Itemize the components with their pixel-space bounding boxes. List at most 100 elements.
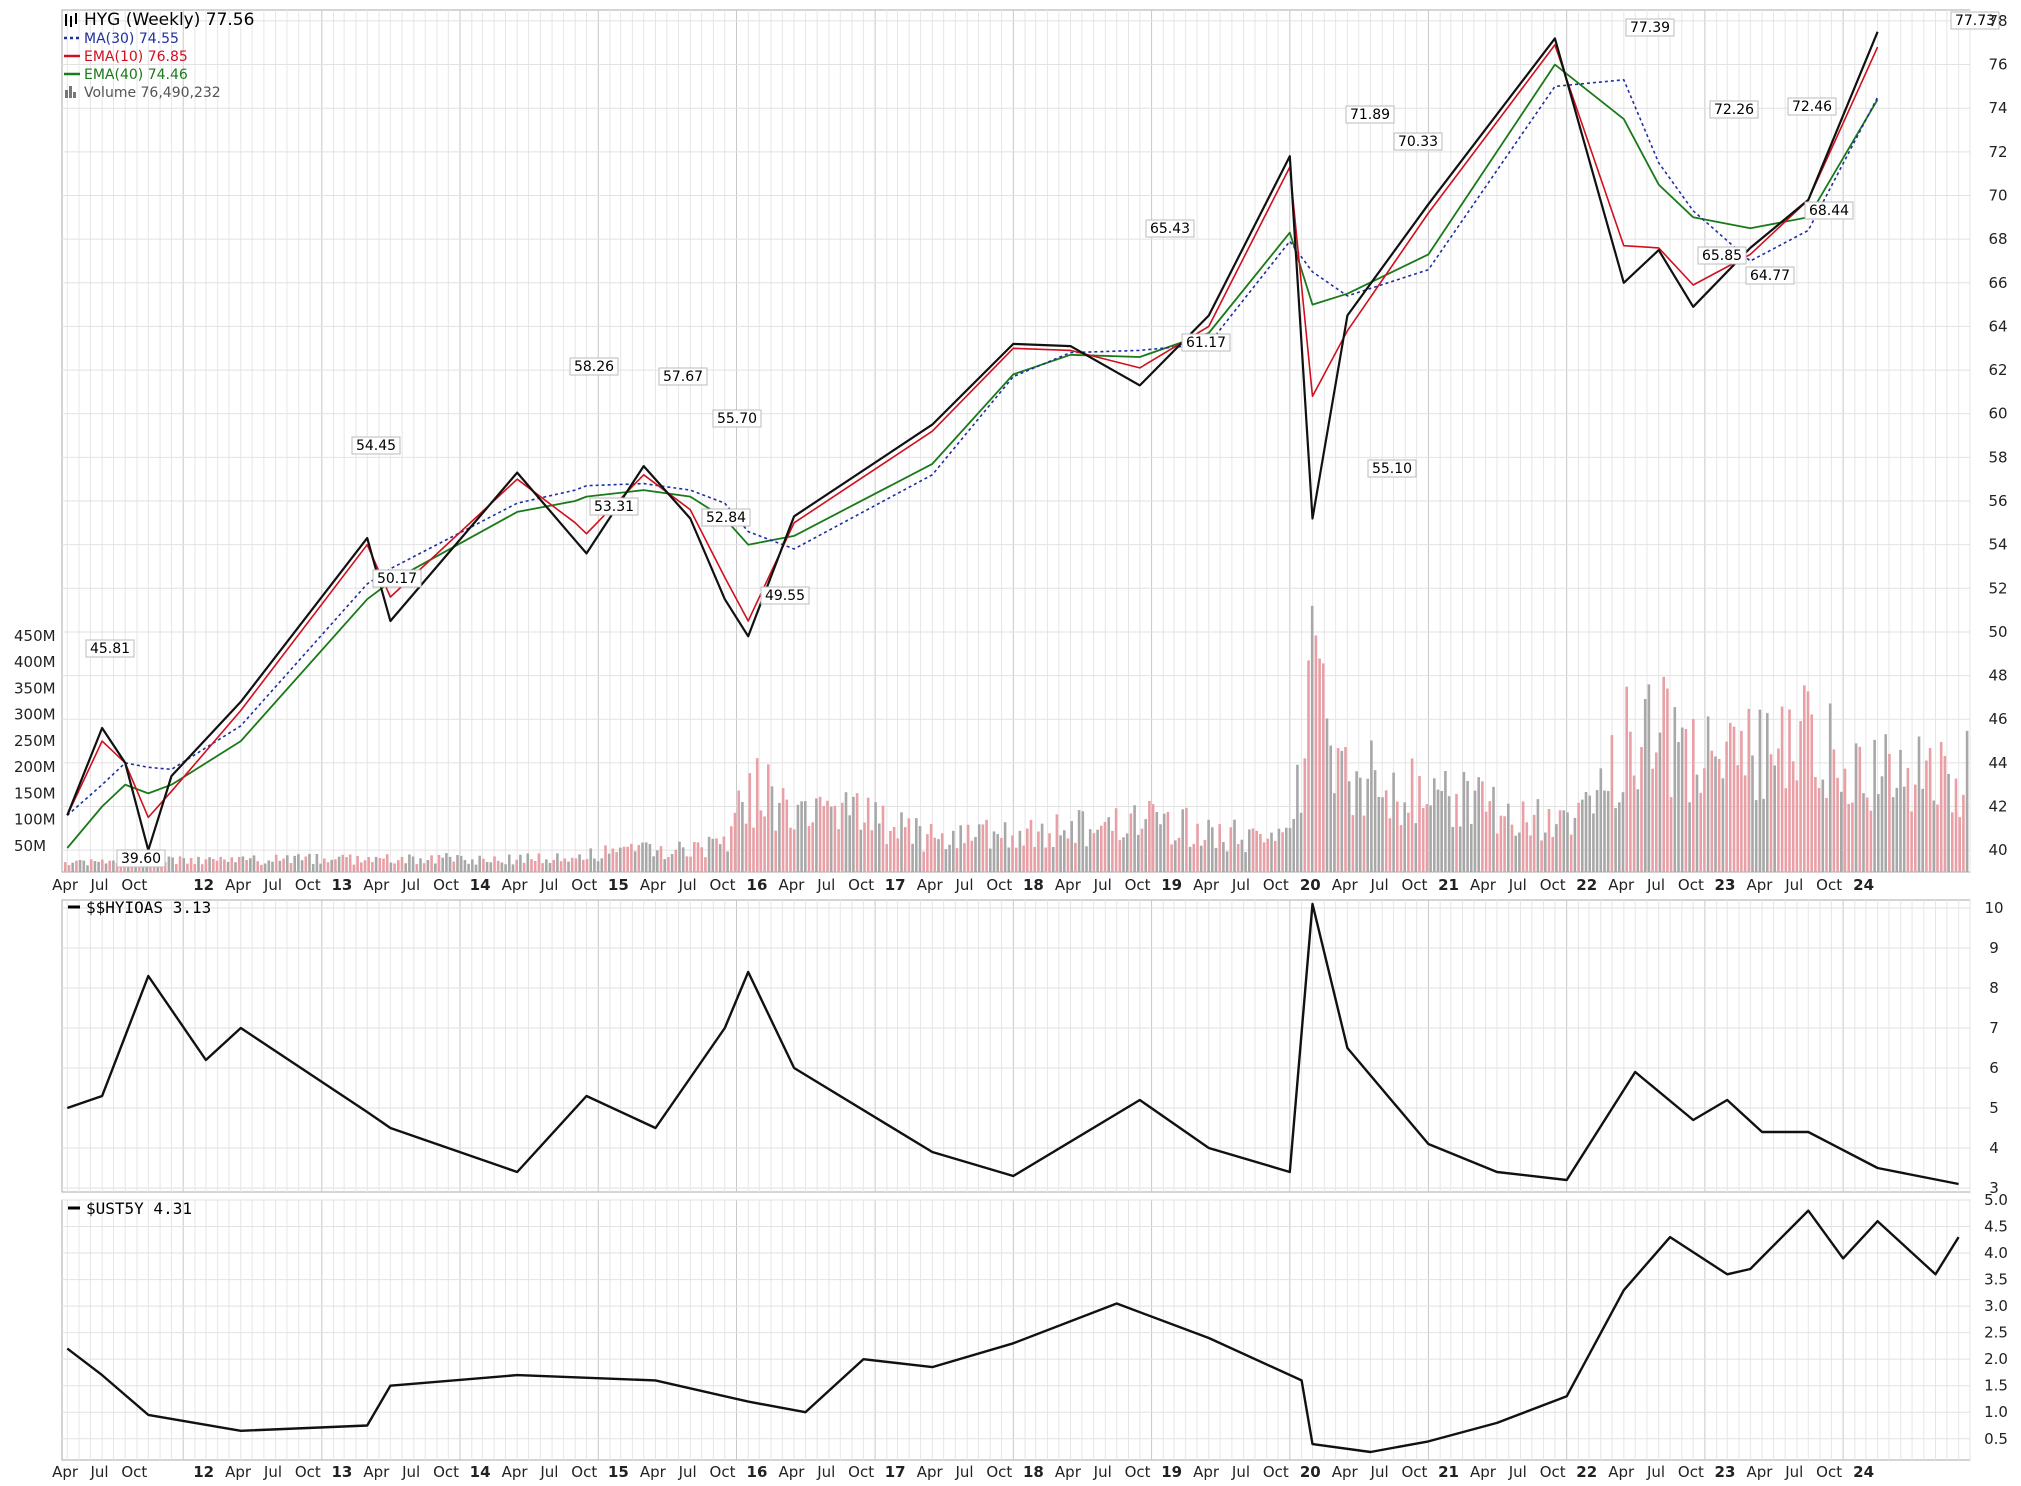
hyioas-axis: 10 9 8 7 6 5 4 3	[1984, 899, 2003, 1197]
volume-bar	[500, 862, 504, 872]
volume-tick-label: 150M	[14, 784, 56, 802]
x-tick-label: 23	[1715, 876, 1736, 894]
volume-bar	[382, 858, 385, 872]
volume-bar	[1384, 790, 1388, 872]
x-tick-label: Apr	[778, 876, 805, 894]
x-tick-label: Jul	[1646, 1463, 1665, 1481]
annotation-label: 61.17	[1186, 335, 1226, 351]
x-tick-label: 22	[1576, 1463, 1597, 1481]
volume-bar	[1865, 797, 1869, 872]
volume-bar	[900, 812, 903, 872]
x-tick-label: Jul	[816, 1463, 835, 1481]
x-tick-label: 13	[331, 1463, 352, 1481]
volume-bar	[1277, 828, 1281, 872]
volume-bar	[1473, 790, 1477, 872]
volume-bar	[1170, 844, 1173, 872]
annotation-box	[589, 497, 639, 516]
volume-bar	[245, 859, 248, 872]
volume-bar	[541, 863, 544, 872]
volume-bar	[1688, 802, 1691, 872]
x-tick-label: Oct	[986, 876, 1012, 894]
volume-bar	[1632, 775, 1636, 872]
volume-bar	[434, 863, 437, 872]
volume-bar	[1063, 830, 1066, 872]
volume-bar	[1902, 786, 1906, 872]
volume-bar	[1081, 811, 1085, 872]
volume-bar	[1214, 847, 1218, 872]
x-tick-label: Apr	[1055, 876, 1082, 894]
volume-bar	[241, 856, 245, 872]
volume-axis: 450M 400M 350M 300M 250M 200M 150M 100M 50M	[14, 627, 56, 855]
volume-bar	[1377, 796, 1381, 872]
price-tick-label: 40	[1988, 841, 2007, 859]
volume-bar	[1958, 817, 1961, 872]
annotation-box	[1181, 333, 1231, 352]
hyioas-tick-label: 5	[1989, 1099, 1999, 1117]
volume-bar	[1433, 778, 1436, 872]
volume-bar	[866, 797, 870, 872]
volume-bar	[1803, 685, 1806, 872]
volume-bar	[1729, 722, 1732, 872]
volume-bar	[1610, 735, 1614, 872]
x-tick-label: Apr	[1055, 1463, 1082, 1481]
volume-bar	[293, 855, 296, 872]
volume-bar	[489, 862, 493, 872]
volume-bar	[1529, 835, 1532, 872]
volume-bar	[744, 823, 748, 872]
x-tick-label: Apr	[1470, 876, 1497, 894]
volume-bar	[408, 854, 411, 872]
volume-bar	[1862, 793, 1865, 872]
price-tick-label: 52	[1988, 579, 2007, 597]
annotation-label: 39.60	[121, 851, 161, 867]
volume-bar	[345, 857, 348, 872]
x-tick-label: 21	[1438, 876, 1459, 894]
volume-bar	[400, 857, 404, 872]
volume-bar	[670, 853, 674, 872]
volume-bar	[1292, 818, 1295, 872]
volume-bar	[704, 857, 707, 872]
volume-bar	[86, 865, 89, 872]
legend-label: EMA(40) 74.46	[84, 67, 188, 83]
x-tick-label: Apr	[1193, 876, 1220, 894]
volume-bar	[741, 801, 744, 872]
volume-bar	[781, 788, 785, 872]
ust5y-grid	[61, 1199, 1971, 1461]
volume-bar	[1296, 764, 1299, 872]
x-tick-label: Oct	[1263, 1463, 1289, 1481]
price-tick-label: 60	[1988, 405, 2007, 423]
volume-bar	[1592, 813, 1595, 872]
volume-bar	[892, 826, 896, 872]
volume-bar	[1951, 812, 1954, 872]
volume-bar	[1318, 658, 1321, 872]
volume-bar	[1151, 804, 1155, 872]
volume-bar	[1532, 814, 1536, 872]
volume-bar	[1381, 797, 1384, 872]
volume-bar	[1625, 686, 1628, 872]
annotation-label: 45.81	[90, 641, 130, 657]
volume-bar	[1965, 730, 1969, 872]
x-tick-label: Apr	[363, 876, 390, 894]
x-tick-label: Jul	[401, 876, 420, 894]
volume-bar	[1606, 791, 1610, 872]
volume-bar	[1518, 832, 1521, 872]
volume-bar	[1484, 811, 1488, 872]
volume-bar	[1581, 799, 1584, 872]
x-tick-label: Oct	[710, 876, 736, 894]
x-tick-label: Oct	[433, 1463, 459, 1481]
x-tick-label: 15	[608, 876, 629, 894]
volume-bar	[548, 862, 552, 872]
x-tick-label: Jul	[89, 1463, 108, 1481]
annotation-label: 72.46	[1792, 99, 1832, 115]
volume-bar	[1621, 792, 1625, 872]
volume-bar	[330, 859, 333, 872]
volume-bar	[1033, 846, 1036, 872]
volume-bar	[204, 859, 208, 872]
volume-bar	[674, 849, 678, 872]
volume-bar	[1692, 719, 1695, 872]
volume-bar	[504, 864, 507, 872]
volume-bar	[1396, 801, 1399, 872]
x-tick-label: Jul	[816, 876, 835, 894]
volume-bar	[970, 840, 974, 872]
volume-bar	[1359, 777, 1362, 872]
ust5y-legend: $UST5Y 4.31	[68, 1199, 192, 1218]
